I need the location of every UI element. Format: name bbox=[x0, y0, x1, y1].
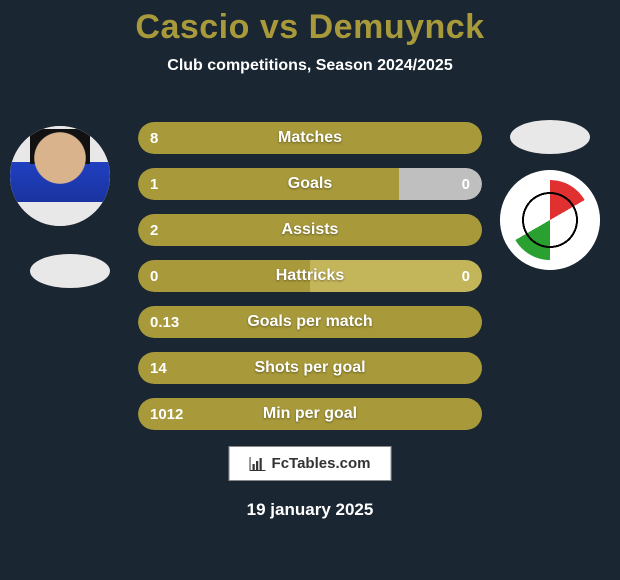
stat-value-left: 2 bbox=[150, 214, 158, 246]
stat-row: Hattricks0 0 bbox=[138, 260, 482, 292]
stat-label: Min per goal bbox=[138, 398, 482, 430]
stat-bars: Matches8Goals10Assists2Hattricks00Goals … bbox=[138, 122, 482, 444]
stat-row: Matches8 bbox=[138, 122, 482, 154]
stat-value-left: 8 bbox=[150, 122, 158, 154]
stat-value-right: 0 bbox=[462, 260, 470, 292]
stat-value-left: 0 bbox=[150, 260, 158, 292]
player-right-flag bbox=[510, 120, 590, 154]
chart-icon bbox=[250, 457, 266, 471]
stat-label: Matches bbox=[138, 122, 482, 154]
stat-row: Min per goal1012 bbox=[138, 398, 482, 430]
source-badge-label: FcTables.com bbox=[272, 455, 371, 472]
stat-label: Hattricks bbox=[138, 260, 482, 292]
player-right-name: Demuynck bbox=[309, 8, 485, 46]
stat-label: Shots per goal bbox=[138, 352, 482, 384]
stat-value-left: 0.13 bbox=[150, 306, 179, 338]
stat-value-right: 0 bbox=[462, 168, 470, 200]
stat-row: Goals per match0.13 bbox=[138, 306, 482, 338]
player-left-name: Cascio bbox=[135, 8, 250, 46]
header: Cascio vs Demuynck Club competitions, Se… bbox=[0, 0, 620, 75]
stat-label: Goals per match bbox=[138, 306, 482, 338]
stat-value-left: 1012 bbox=[150, 398, 183, 430]
player-right-avatar bbox=[500, 170, 600, 270]
subtitle: Club competitions, Season 2024/2025 bbox=[0, 57, 620, 75]
stat-label: Assists bbox=[138, 214, 482, 246]
player-left-avatar bbox=[10, 126, 110, 226]
page-title: Cascio vs Demuynck bbox=[0, 8, 620, 47]
stat-value-left: 1 bbox=[150, 168, 158, 200]
date-text: 19 january 2025 bbox=[247, 500, 374, 520]
vs-text: vs bbox=[260, 8, 299, 46]
stat-row: Assists2 bbox=[138, 214, 482, 246]
source-badge[interactable]: FcTables.com bbox=[229, 446, 392, 481]
player-left-flag bbox=[30, 254, 110, 288]
stat-label: Goals bbox=[138, 168, 482, 200]
stat-row: Goals1 0 bbox=[138, 168, 482, 200]
stat-row: Shots per goal14 bbox=[138, 352, 482, 384]
stat-value-left: 14 bbox=[150, 352, 167, 384]
